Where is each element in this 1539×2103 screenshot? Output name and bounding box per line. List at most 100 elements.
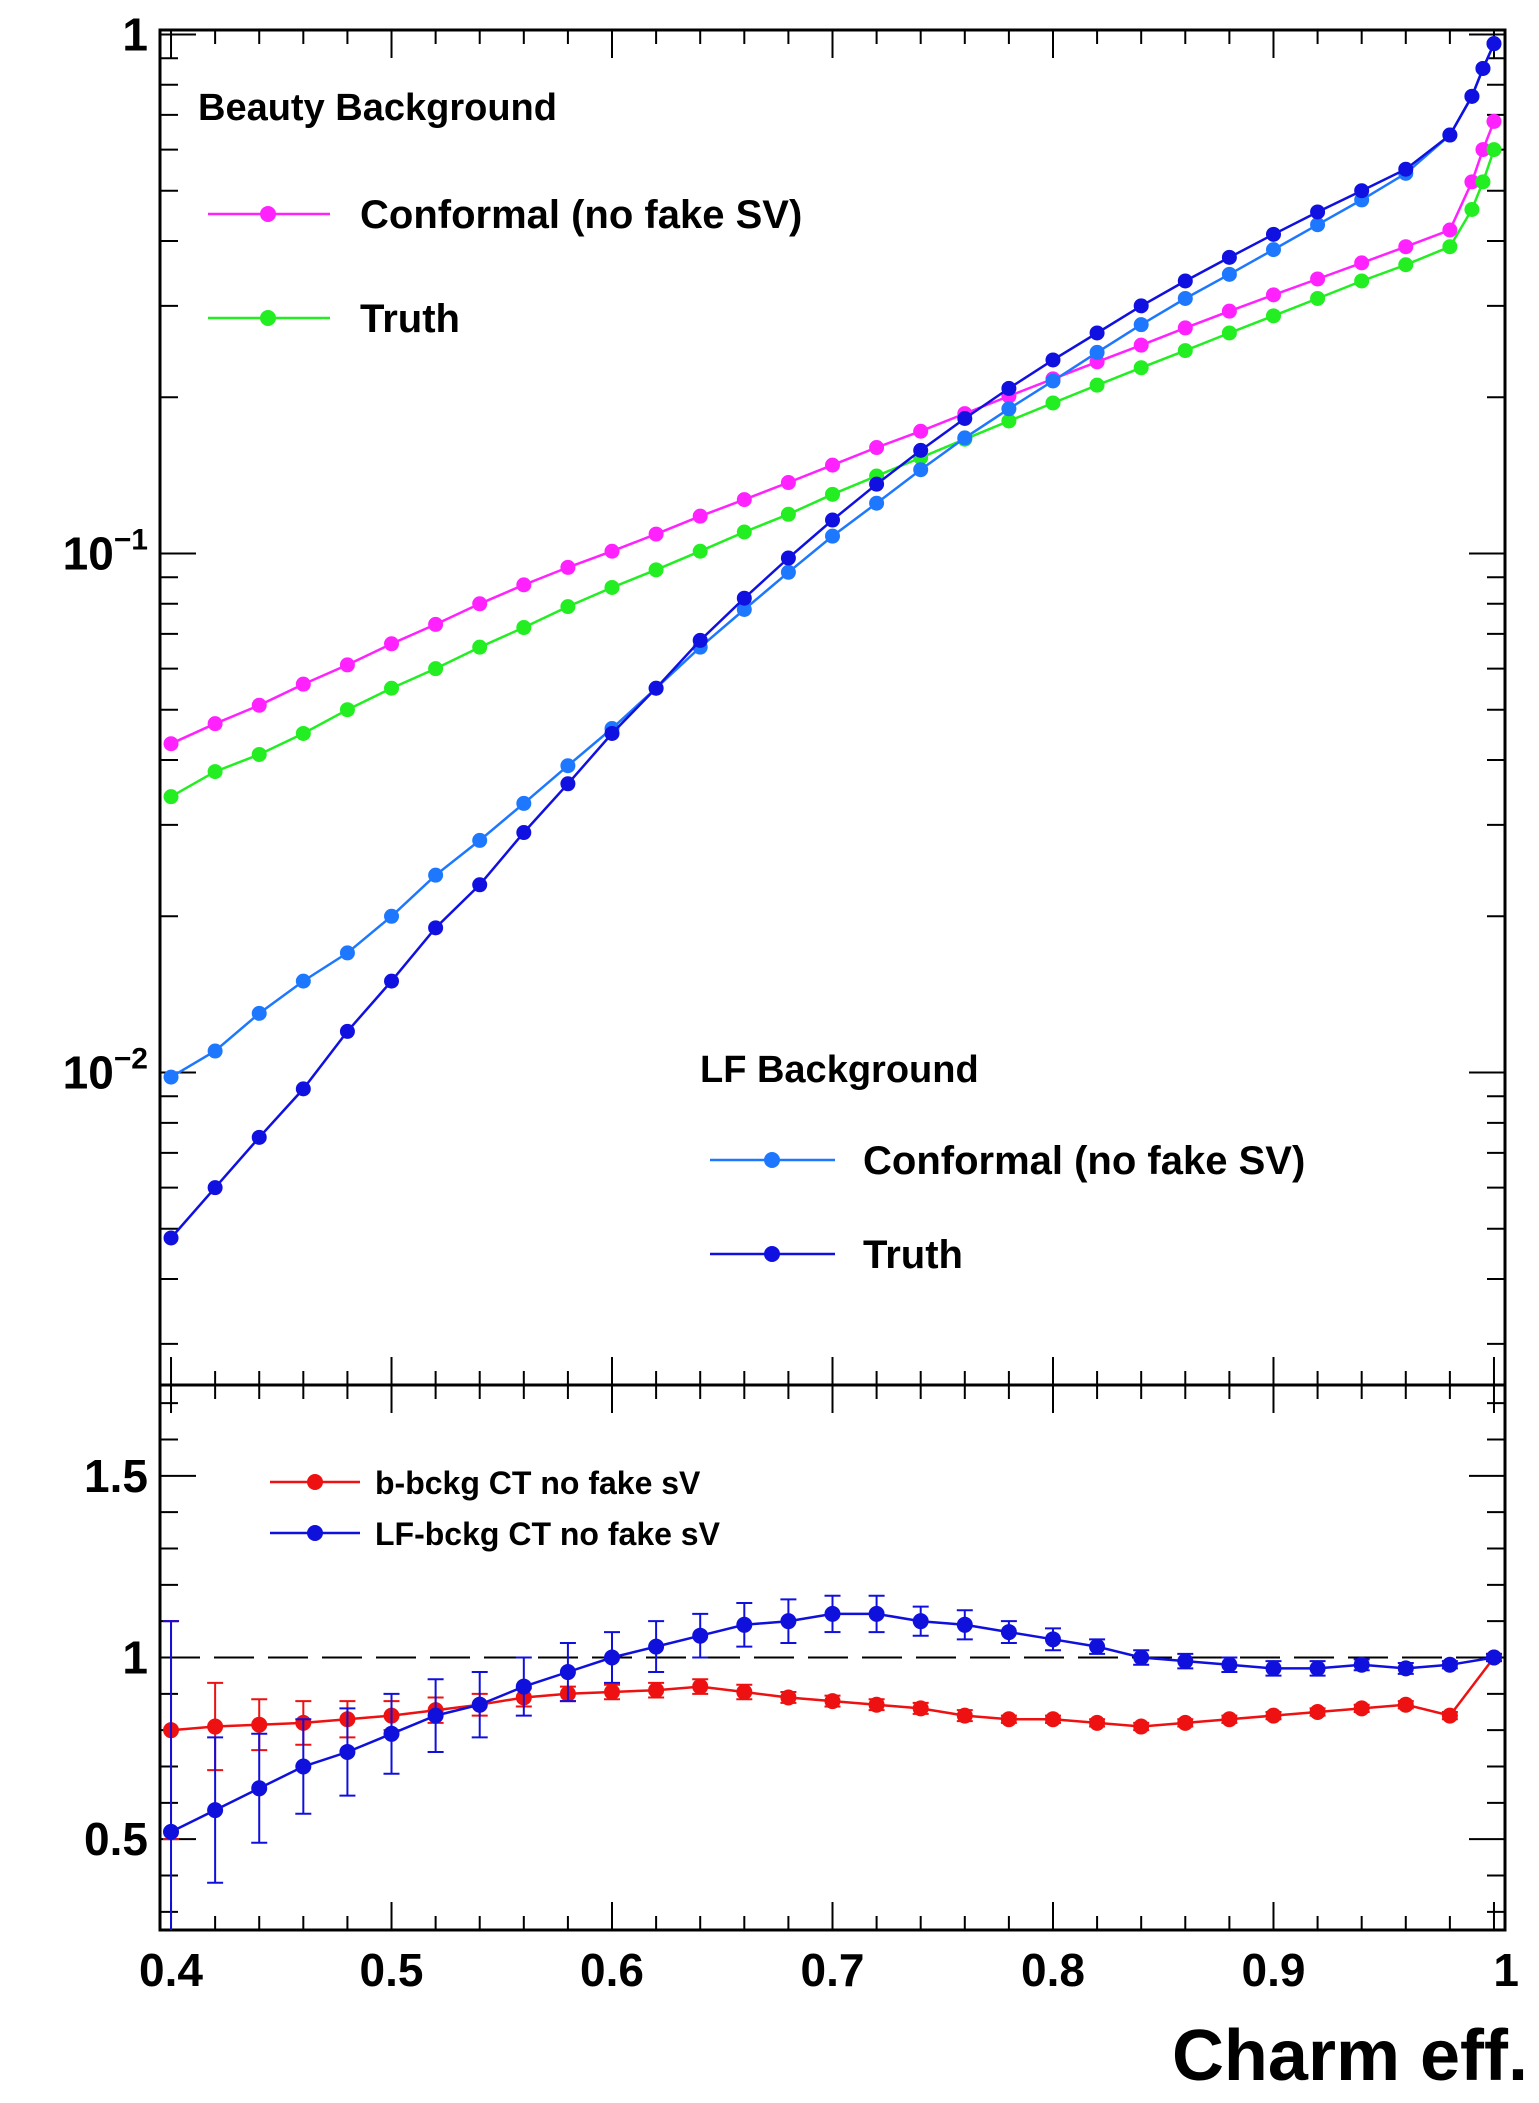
- data-point: [780, 1613, 797, 1630]
- data-point: [516, 825, 532, 841]
- data-point: [428, 867, 444, 883]
- data-point: [1486, 113, 1502, 129]
- data-point: [1133, 317, 1149, 333]
- data-point: [1133, 360, 1149, 376]
- x-tick-label: 0.8: [1021, 1944, 1085, 1996]
- data-point: [648, 1682, 665, 1699]
- data-point: [1089, 1714, 1106, 1731]
- data-point: [1221, 249, 1237, 265]
- legend: Beauty Background Conformal (no fake SV) T…: [198, 87, 802, 341]
- x-axis-label: Charm eff.: [1172, 2016, 1528, 2096]
- data-point: [1177, 290, 1193, 306]
- data-point: [1485, 1649, 1502, 1666]
- data-point: [1089, 344, 1105, 360]
- data-point: [1398, 239, 1414, 255]
- data-point: [1310, 217, 1326, 233]
- data-point: [251, 697, 267, 713]
- data-point: [1464, 202, 1480, 218]
- data-point: [1177, 1714, 1194, 1731]
- data-point: [1133, 1649, 1150, 1666]
- data-point: [1475, 174, 1491, 190]
- data-point: [163, 736, 179, 752]
- data-point: [912, 1700, 929, 1717]
- data-point: [913, 423, 929, 439]
- data-point: [956, 1616, 973, 1633]
- data-point: [780, 550, 796, 566]
- legend-label: Conformal (no fake SV): [863, 1139, 1305, 1183]
- y-tick-label: 0.5: [84, 1813, 148, 1865]
- data-point: [516, 795, 532, 811]
- data-point: [472, 877, 488, 893]
- data-point: [163, 789, 179, 805]
- data-point: [339, 1743, 356, 1760]
- data-point: [736, 590, 752, 606]
- data-point: [384, 973, 400, 989]
- data-point: [825, 528, 840, 544]
- data-point: [1354, 255, 1370, 271]
- data-point: [560, 776, 576, 792]
- data-point: [1089, 377, 1105, 393]
- data-point: [427, 1707, 444, 1724]
- data-point: [1265, 242, 1281, 258]
- data-point: [559, 1664, 576, 1681]
- data-point: [604, 1649, 621, 1666]
- data-point: [1089, 325, 1105, 341]
- data-point: [780, 564, 796, 580]
- data-point: [868, 1696, 885, 1713]
- data-point: [957, 430, 973, 446]
- data-point: [1397, 1696, 1414, 1713]
- data-point: [207, 1043, 223, 1059]
- data-point: [1354, 183, 1370, 199]
- data-point: [295, 676, 311, 692]
- data-point: [692, 1627, 709, 1644]
- data-point: [1442, 222, 1458, 238]
- data-point: [736, 601, 752, 617]
- data-point: [1486, 142, 1502, 158]
- data-point: [251, 1129, 267, 1145]
- data-point: [1001, 413, 1017, 429]
- data-point: [1310, 271, 1326, 287]
- data-point: [163, 1823, 180, 1840]
- data-point: [913, 442, 929, 458]
- data-point: [604, 725, 620, 741]
- y-tick-label: 1.5: [84, 1450, 148, 1502]
- data-point: [251, 1780, 268, 1797]
- data-point: [560, 599, 576, 615]
- data-point: [428, 661, 444, 677]
- legend-header: Beauty Background: [198, 87, 557, 129]
- series-line: [170, 1612, 1495, 1834]
- data-point: [692, 543, 708, 559]
- data-point: [1133, 298, 1149, 314]
- top-panel: 1 10−1 10−2 Beauty Background Conformal (no …: [63, 8, 1507, 1387]
- data-point: [648, 562, 664, 578]
- data-point: [692, 1678, 709, 1695]
- legend-marker: [260, 206, 276, 222]
- data-point: [1045, 373, 1061, 389]
- x-tick-label: 0.9: [1242, 1944, 1306, 1996]
- data-point: [428, 616, 444, 632]
- data-point: [1397, 1660, 1414, 1677]
- data-point: [1265, 1707, 1282, 1724]
- data-point: [1353, 1700, 1370, 1717]
- data-point: [1001, 401, 1017, 417]
- x-tick-label: 0.7: [801, 1944, 865, 1996]
- data-point: [207, 716, 223, 732]
- data-point: [1398, 257, 1414, 273]
- data-point: [869, 476, 885, 492]
- legend-label: LF-bckg CT no fake sV: [375, 1516, 721, 1552]
- x-tick-label: 0.4: [139, 1944, 203, 1996]
- legend: LF Background Conformal (no fake SV) Truth: [700, 1049, 1305, 1277]
- data-point: [471, 1696, 488, 1713]
- data-point: [1309, 1704, 1326, 1720]
- data-point: [1310, 290, 1326, 306]
- data-point: [1398, 161, 1414, 177]
- data-point: [516, 577, 532, 593]
- data-point: [648, 526, 664, 542]
- data-point: [560, 559, 576, 575]
- data-point: [1045, 395, 1061, 411]
- data-point: [339, 1023, 355, 1039]
- legend-header: LF Background: [700, 1049, 979, 1091]
- y-tick-label: 10−2: [63, 1043, 148, 1099]
- data-point: [1044, 1711, 1061, 1728]
